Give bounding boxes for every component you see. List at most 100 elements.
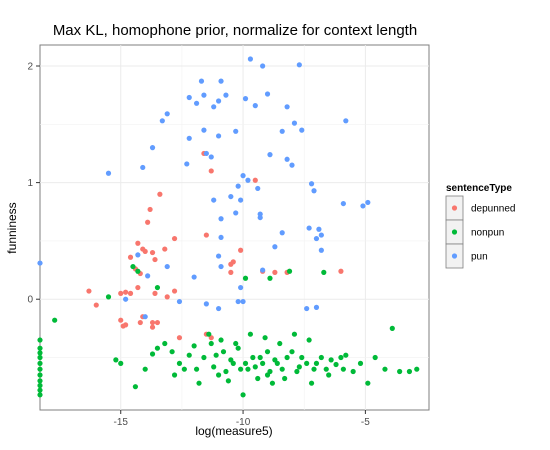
data-point-nonpun xyxy=(211,364,217,370)
data-point-pun xyxy=(260,267,266,273)
data-point-pun xyxy=(260,63,266,69)
grid-lines xyxy=(40,45,429,410)
data-point-depunned xyxy=(272,269,278,275)
data-point-pun xyxy=(291,120,298,126)
data-point-pun xyxy=(37,260,43,266)
data-point-nonpun xyxy=(52,317,58,323)
data-point-nonpun xyxy=(37,345,43,351)
data-point-depunned xyxy=(93,302,99,308)
data-point-nonpun xyxy=(257,354,263,361)
data-point-nonpun xyxy=(365,380,371,386)
data-point-pun xyxy=(184,161,190,167)
data-point-pun xyxy=(299,127,305,133)
data-point-depunned xyxy=(118,317,124,323)
data-point-pun xyxy=(105,170,112,176)
data-point-depunned xyxy=(338,268,344,274)
legend-label-pun: pun xyxy=(471,252,488,263)
data-point-nonpun xyxy=(264,349,271,355)
data-point-pun xyxy=(240,173,246,179)
data-point-nonpun xyxy=(282,375,288,382)
data-point-nonpun xyxy=(142,366,148,372)
data-point-nonpun xyxy=(218,337,224,343)
data-point-nonpun xyxy=(228,357,234,363)
legend-label-depunned: depunned xyxy=(471,204,516,215)
data-point-pun xyxy=(289,162,295,168)
data-point-nonpun xyxy=(296,364,302,370)
data-point-nonpun xyxy=(284,354,290,361)
legend-swatch-depunned xyxy=(451,205,458,211)
data-point-nonpun xyxy=(321,269,327,275)
plot-panel xyxy=(39,44,430,411)
data-point-nonpun xyxy=(357,360,364,366)
data-point-nonpun xyxy=(37,366,43,372)
data-point-nonpun xyxy=(130,263,136,270)
data-point-pun xyxy=(159,118,165,124)
data-point-pun xyxy=(176,298,183,305)
data-point-pun xyxy=(218,78,224,84)
data-point-nonpun xyxy=(414,366,420,372)
data-point-depunned xyxy=(142,248,148,255)
data-point-nonpun xyxy=(118,360,124,366)
data-point-nonpun xyxy=(326,372,332,378)
data-point-depunned xyxy=(123,289,129,295)
data-point-pun xyxy=(318,232,324,238)
data-point-nonpun xyxy=(328,357,334,363)
data-point-nonpun xyxy=(169,349,175,355)
data-point-depunned xyxy=(152,290,158,296)
data-point-nonpun xyxy=(132,384,139,390)
data-points xyxy=(37,56,420,398)
data-point-pun xyxy=(218,234,224,241)
data-point-nonpun xyxy=(313,360,320,366)
data-point-pun xyxy=(203,301,209,307)
data-point-pun xyxy=(279,230,285,236)
data-point-pun xyxy=(238,284,244,291)
data-point-pun xyxy=(223,92,229,98)
data-point-nonpun xyxy=(37,392,43,398)
data-point-nonpun xyxy=(220,349,227,355)
data-point-pun xyxy=(284,156,290,162)
data-point-depunned xyxy=(149,319,156,326)
data-point-pun xyxy=(252,103,258,109)
data-point-pun xyxy=(233,128,239,134)
data-point-nonpun xyxy=(406,368,413,375)
data-point-pun xyxy=(308,181,315,187)
data-point-nonpun xyxy=(311,366,317,372)
data-point-depunned xyxy=(252,177,258,183)
data-point-pun xyxy=(186,94,192,101)
data-point-nonpun xyxy=(233,340,239,347)
data-point-depunned xyxy=(147,206,153,213)
data-point-depunned xyxy=(118,290,124,296)
data-point-pun xyxy=(135,252,141,258)
data-point-nonpun xyxy=(277,340,283,347)
data-point-nonpun xyxy=(245,366,251,372)
data-point-nonpun xyxy=(208,340,214,347)
data-point-nonpun xyxy=(306,337,312,343)
data-point-nonpun xyxy=(113,357,119,363)
y-axis-title: funniness xyxy=(5,202,19,253)
data-point-pun xyxy=(164,263,170,270)
x-tick-label: -15 xyxy=(114,417,129,428)
data-point-nonpun xyxy=(176,360,183,366)
data-point-nonpun xyxy=(37,378,43,384)
data-point-nonpun xyxy=(250,354,256,361)
data-point-depunned xyxy=(228,269,234,275)
data-point-depunned xyxy=(86,288,92,294)
data-point-pun xyxy=(306,225,312,231)
data-point-depunned xyxy=(176,335,183,341)
data-point-nonpun xyxy=(260,360,266,366)
data-point-pun xyxy=(215,98,222,104)
data-point-depunned xyxy=(149,324,156,330)
data-point-depunned xyxy=(120,323,126,329)
data-point-pun xyxy=(145,273,151,279)
data-point-pun xyxy=(267,152,273,158)
data-point-pun xyxy=(233,210,239,216)
data-point-pun xyxy=(140,164,146,171)
data-point-pun xyxy=(284,104,290,110)
data-point-nonpun xyxy=(333,361,339,368)
data-point-nonpun xyxy=(149,351,156,357)
data-point-pun xyxy=(191,274,197,280)
data-point-nonpun xyxy=(37,337,43,343)
data-point-pun xyxy=(218,263,224,270)
data-point-nonpun xyxy=(242,275,249,281)
data-point-pun xyxy=(193,100,200,106)
